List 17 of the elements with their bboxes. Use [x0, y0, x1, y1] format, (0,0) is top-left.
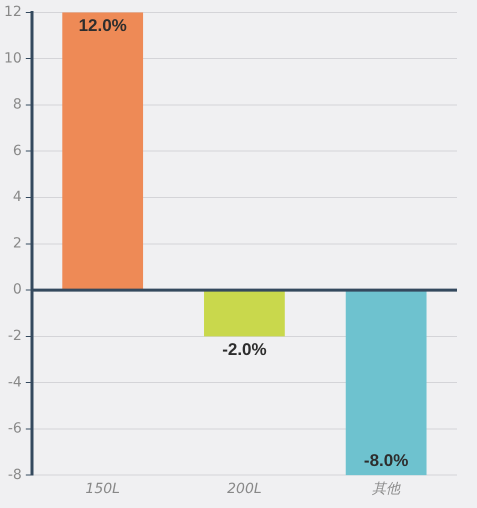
x-tick-label: 150L	[85, 481, 120, 498]
data-label: 12.0%	[78, 16, 127, 36]
y-tick-label: 12	[4, 4, 22, 20]
y-tick-label: -8	[8, 466, 22, 483]
y-tick-label: 10	[4, 50, 22, 66]
y-tick-label: 4	[12, 189, 22, 206]
y-tick-label: 8	[12, 96, 22, 113]
y-tick-label: 6	[12, 142, 22, 159]
y-tick-label: 2	[12, 235, 22, 252]
y-tick-label: -6	[8, 420, 22, 437]
y-tick-label: -4	[8, 374, 22, 390]
data-label: -2.0%	[222, 340, 267, 360]
x-tick-label: 其他	[372, 481, 402, 498]
x-tick-label: 200L	[227, 481, 262, 498]
data-label: -8.0%	[364, 450, 408, 470]
y-tick-label: -2	[8, 328, 22, 344]
y-tick-label: 0	[12, 282, 22, 298]
